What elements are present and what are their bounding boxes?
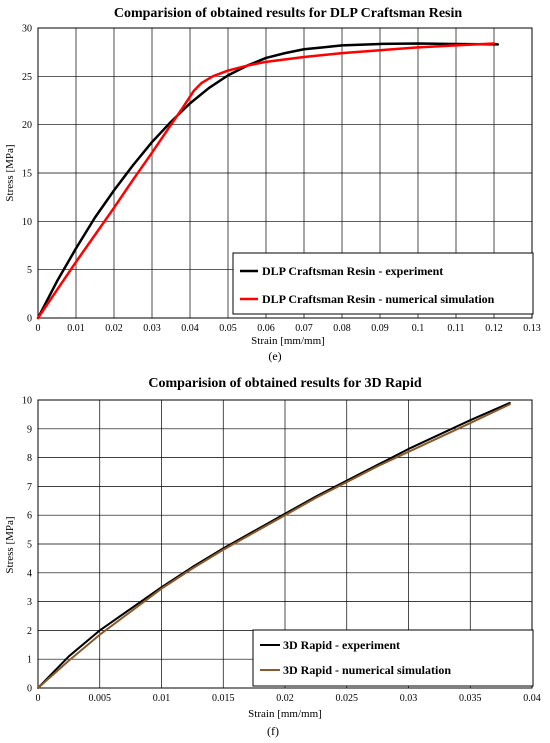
chart-f-xtick-label: 0.025: [336, 693, 359, 704]
chart-f-xtick-label: 0: [36, 693, 41, 704]
chart-f-ticks: 0 0.005 0.01 0.015 0.02 0.025 0.03 0.035 0.04 0 1 2…: [22, 396, 541, 705]
chart-f-xtick-label: 0.01: [153, 693, 171, 704]
chart-e-ticks: 0 0.01 0.02 0.03 0.04 0.05 0.06 0.07 0.08 0.09 0.1…: [22, 24, 541, 335]
chart-f-plot-frame: [37, 399, 533, 689]
chart-e-xtick-label: 0.07: [295, 323, 313, 334]
chart-f-ytick-label: 2: [27, 626, 32, 637]
chart-e-series: [36, 42, 500, 320]
chart-e-xtick-label: 0.12: [485, 323, 503, 334]
chart-e-xtick-label: 0.08: [333, 323, 351, 334]
chart-e: Comparision of obtained results for DLP …: [4, 6, 541, 363]
chart-f-legend-box: [252, 629, 534, 687]
chart-f-ytick-label: 7: [27, 482, 32, 493]
chart-e-legend-simulation: DLP Craftsman Resin - numerical simulati…: [262, 292, 495, 306]
chart-f-ylabel: Stress [MPa]: [4, 516, 16, 573]
chart-f-xtick-label: 0.005: [89, 693, 112, 704]
chart-e-xtick-label: 0.06: [257, 323, 275, 334]
chart-f-series: [37, 401, 511, 689]
chart-f-ytick-label: 5: [27, 540, 32, 551]
chart-e-xtick-label: 0.13: [523, 323, 541, 334]
chart-f-ytick-label: 0: [27, 684, 32, 695]
chart-e-caption: (e): [268, 349, 281, 363]
chart-f-caption: (f): [267, 724, 279, 738]
chart-f-ytick-label: 3: [27, 597, 32, 608]
chart-e-xtick-label: 0.1: [412, 323, 425, 334]
chart-e-xtick-label: 0.09: [371, 323, 389, 334]
chart-e-xtick-label: 0.02: [105, 323, 123, 334]
chart-f-xlabel: Strain [mm/mm]: [248, 708, 322, 720]
chart-f-legend: 3D Rapid - experiment 3D Rapid - numeric…: [252, 629, 534, 687]
chart-e-legend: DLP Craftsman Resin - experiment DLP Cra…: [232, 252, 534, 315]
chart-f-xtick-label: 0.02: [276, 693, 294, 704]
chart-e-xlabel: Strain [mm/mm]: [251, 335, 325, 347]
chart-f-ytick-label: 4: [27, 568, 32, 579]
chart-e-ytick-label: 30: [22, 24, 32, 35]
chart-e-legend-box: [232, 252, 534, 315]
chart-e-title: Comparision of obtained results for DLP …: [114, 6, 463, 21]
chart-f: Comparision of obtained results for 3D R…: [4, 376, 541, 738]
chart-e-ytick-label: 25: [22, 72, 32, 83]
chart-f-ytick-label: 6: [27, 511, 32, 522]
chart-e-xtick-label: 0.11: [447, 323, 464, 334]
chart-e-ytick-label: 0: [27, 314, 32, 325]
chart-f-xtick-label: 0.03: [400, 693, 418, 704]
chart-f-ytick-label: 10: [22, 396, 32, 407]
chart-f-ytick-label: 1: [27, 655, 32, 666]
chart-f-title: Comparision of obtained results for 3D R…: [148, 376, 422, 391]
chart-f-legend-experiment: 3D Rapid - experiment: [283, 638, 400, 652]
chart-e-ytick-label: 15: [22, 169, 32, 180]
chart-f-xtick-label: 0.035: [459, 693, 482, 704]
chart-e-plot-frame: [37, 27, 533, 319]
chart-e-xtick-label: 0.01: [67, 323, 85, 334]
chart-e-xtick-label: 0: [36, 323, 41, 334]
chart-f-ytick-label: 8: [27, 453, 32, 464]
chart-e-ytick-label: 10: [22, 217, 32, 228]
chart-e-xtick-label: 0.04: [181, 323, 199, 334]
chart-e-xtick-label: 0.05: [219, 323, 237, 334]
chart-f-series-simulation-line: [37, 403, 511, 689]
chart-f-ytick-label: 9: [27, 424, 32, 435]
chart-e-ytick-label: 20: [22, 120, 32, 131]
chart-f-xtick-label: 0.04: [523, 693, 541, 704]
chart-e-legend-experiment: DLP Craftsman Resin - experiment: [262, 264, 443, 278]
chart-f-series-experiment-line: [37, 401, 511, 689]
chart-e-series-simulation-line: [36, 42, 496, 320]
chart-f-xtick-label: 0.015: [212, 693, 235, 704]
chart-e-xtick-label: 0.03: [143, 323, 161, 334]
chart-e-ytick-label: 5: [27, 265, 32, 276]
chart-e-series-experiment-line: [36, 42, 500, 320]
chart-f-legend-simulation: 3D Rapid - numerical simulation: [283, 663, 451, 677]
chart-e-ylabel: Stress [MPa]: [4, 144, 16, 201]
